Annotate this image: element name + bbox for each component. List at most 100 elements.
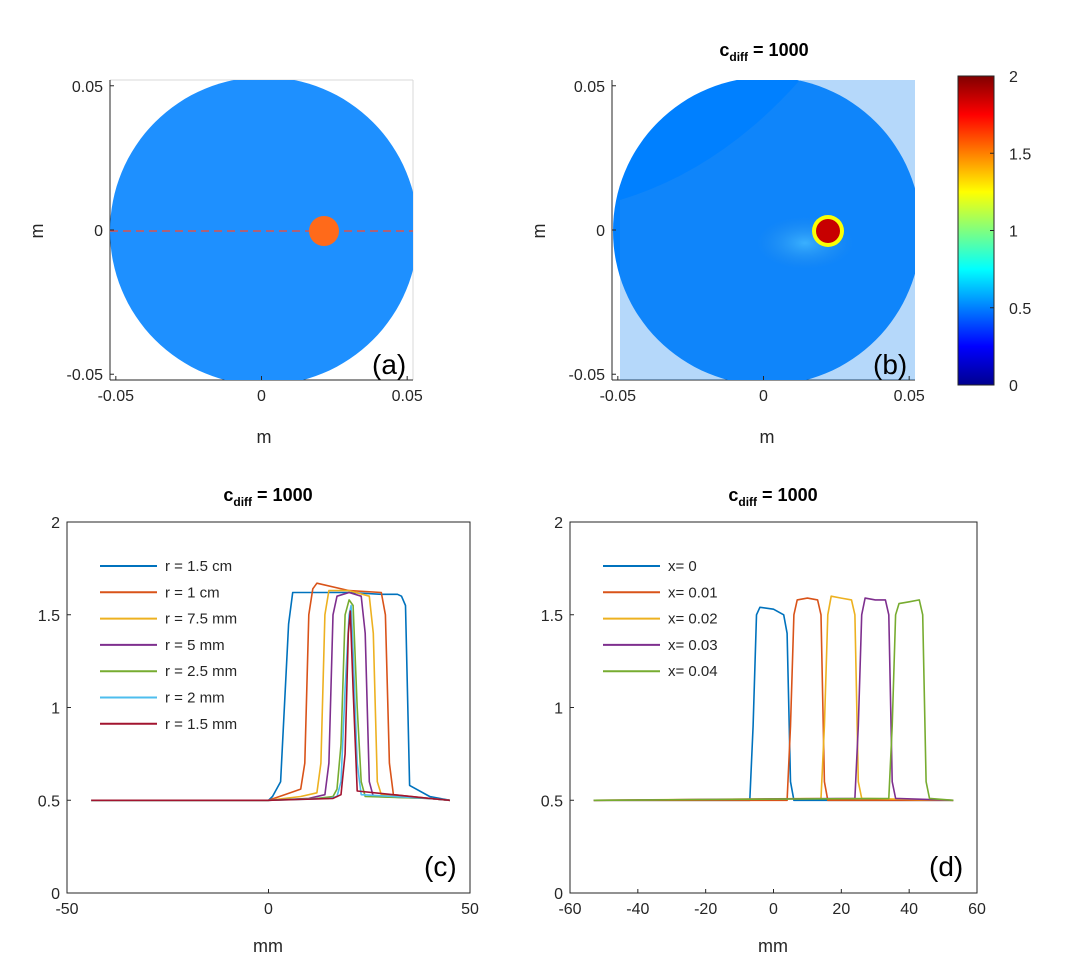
panel-c-legend-label: r = 1 cm: [165, 584, 220, 601]
panel-b-y-label: m: [529, 224, 549, 239]
panel-c-legend-label: r = 7.5 mm: [165, 611, 237, 628]
panel-c-title-main: c: [223, 485, 233, 505]
panel-d-ytick-label: 1: [554, 701, 563, 718]
panel-b-x-ticks: -0.05 0 0.05: [600, 376, 925, 405]
panel-c-legend: r = 1.5 cm r = 1 cm r = 7.5 mm r = 5 mm r = …: [100, 558, 237, 733]
panel-b-xtick-label: 0.05: [894, 388, 925, 405]
panel-d: cdiff = 1000 -60 -40 -20 0 20 40 60 00.511.52 …: [541, 485, 986, 956]
panel-d-series-line-4: [593, 597, 954, 802]
panel-c-series-line-3: [91, 589, 450, 802]
panel-a-tag: (a): [372, 349, 406, 380]
panel-b-ytick-label: -0.05: [569, 367, 606, 384]
panel-a-ytick-label: -0.05: [67, 367, 104, 384]
panel-c-xtick-label: -50: [55, 901, 78, 918]
panel-d-legend-label: x= 0: [668, 558, 697, 575]
panel-d-legend-label: x= 0.04: [668, 663, 718, 680]
panel-b-inclusion: [816, 219, 840, 243]
panel-a-inclusion: [309, 216, 339, 246]
panel-d-y-ticks: 0 0.5 1 1.5 2: [541, 515, 574, 903]
panel-c-y-ticks: 0 0.5 1 1.5 2: [38, 515, 71, 903]
panel-c-series-line-7: [91, 610, 450, 802]
panel-d-title-main: c: [728, 485, 738, 505]
panel-d-legend-label: x= 0.03: [668, 637, 718, 654]
panel-a-ytick-label: 0.05: [72, 79, 103, 96]
panel-c: cdiff = 1000 -50 0 50 00.511.52 r = 1.5 cm…: [38, 485, 479, 956]
panel-a-xtick-label: 0: [257, 388, 266, 405]
panel-c-ytick-label: 1: [51, 701, 60, 718]
panel-d-title-sub: diff: [738, 495, 758, 509]
panel-d-series-line-3: [593, 595, 954, 802]
panel-c-plot-frame: [66, 521, 471, 894]
panel-b-colorbar-ticks: 0 0.5 1 1.5 2: [990, 69, 1031, 395]
panel-d-xtick-label: 20: [832, 901, 850, 918]
panel-d-ytick-label: 1.5: [541, 608, 563, 625]
panel-a-x-ticks: -0.05 0 0.05: [98, 376, 423, 405]
panel-a-ytick-label: 0: [94, 223, 103, 240]
panel-d-legend: x= 0 x= 0.01 x= 0.02 x= 0.03 x= 0.04: [603, 558, 718, 680]
panel-c-legend-label: r = 5 mm: [165, 637, 225, 654]
colorbar-tick-label: 0.5: [1009, 301, 1031, 318]
panel-c-ytick-label: 0: [51, 886, 60, 903]
panel-c-series-line-2: [91, 582, 450, 802]
panel-d-ytick-label: 0: [554, 886, 563, 903]
panel-c-legend-label: r = 2.5 mm: [165, 663, 237, 680]
panel-d-series-group: [593, 595, 954, 802]
panel-b-y-ticks: -0.05 0 0.05: [569, 79, 616, 384]
colorbar-tick-label: 0: [1009, 378, 1018, 395]
panel-b-title-rest: = 1000: [748, 40, 809, 60]
panel-c-series-line-4: [91, 591, 450, 802]
panel-a-domain-disk: [110, 80, 413, 380]
colorbar-tick-label: 2: [1009, 69, 1018, 86]
panel-b-tag: (b): [873, 349, 907, 380]
panel-d-xtick-label: -60: [558, 901, 581, 918]
panel-b-colorbar: [957, 75, 995, 386]
panel-d-x-label: mm: [758, 936, 788, 956]
panel-d-ytick-label: 0.5: [541, 793, 563, 810]
panel-c-title-rest: = 1000: [252, 485, 313, 505]
panel-c-xtick-label: 50: [461, 901, 479, 918]
panel-c-ytick-label: 1.5: [38, 608, 60, 625]
panel-d-legend-label: x= 0.01: [668, 584, 718, 601]
panel-a-xtick-label: 0.05: [392, 388, 423, 405]
panel-b-x-label: m: [760, 427, 775, 447]
panel-d-tag: (d): [929, 851, 963, 882]
panel-c-legend-label: r = 1.5 mm: [165, 716, 237, 733]
panel-c-x-ticks: -50 0 50: [55, 889, 479, 918]
panel-c-legend-label: r = 2 mm: [165, 690, 225, 707]
panel-b-title: cdiff = 1000: [719, 40, 808, 64]
panel-d-title: cdiff = 1000: [728, 485, 817, 509]
panel-c-xtick-label: 0: [264, 901, 273, 918]
panel-a-y-label: m: [27, 224, 47, 239]
panel-d-x-ticks: -60 -40 -20 0 20 40 60: [558, 889, 986, 918]
panel-b: cdiff = 1000 -0.05 0 0.05 -0.05 0 0.05 m m (…: [529, 40, 1031, 447]
panel-c-x-label: mm: [253, 936, 283, 956]
panel-c-title: cdiff = 1000: [223, 485, 312, 509]
panel-d-plot-frame: [569, 521, 978, 894]
panel-b-xtick-label: 0: [759, 388, 768, 405]
panel-a-y-ticks: -0.05 0 0.05: [67, 79, 114, 384]
panel-b-ytick-label: 0.05: [574, 79, 605, 96]
panel-d-xtick-label: -20: [694, 901, 717, 918]
panel-d-ytick-label: 2: [554, 515, 563, 532]
panel-d-series-line-1: [593, 606, 954, 802]
panel-d-series-line-5: [593, 599, 954, 802]
colorbar-tick-label: 1.5: [1009, 146, 1031, 163]
panel-c-ytick-label: 2: [51, 515, 60, 532]
panel-d-xtick-label: 0: [769, 901, 778, 918]
panel-c-tag: (c): [424, 851, 457, 882]
panel-d-series-line-2: [593, 597, 954, 802]
panel-d-legend-label: x= 0.02: [668, 611, 718, 628]
panel-d-xtick-label: -40: [626, 901, 649, 918]
panel-b-ytick-label: 0: [596, 223, 605, 240]
panel-c-title-sub: diff: [233, 495, 253, 509]
panel-b-title-main: c: [719, 40, 729, 60]
panel-b-xtick-label: -0.05: [600, 388, 637, 405]
panel-c-series-group: [91, 582, 451, 802]
panel-a-xtick-label: -0.05: [98, 388, 135, 405]
panel-a: -0.05 0 0.05 -0.05 0 0.05 m m (a): [27, 79, 423, 447]
panel-d-xtick-label: 60: [968, 901, 986, 918]
panel-b-title-sub: diff: [729, 50, 749, 64]
panel-c-legend-label: r = 1.5 cm: [165, 558, 232, 575]
panel-d-title-rest: = 1000: [757, 485, 818, 505]
